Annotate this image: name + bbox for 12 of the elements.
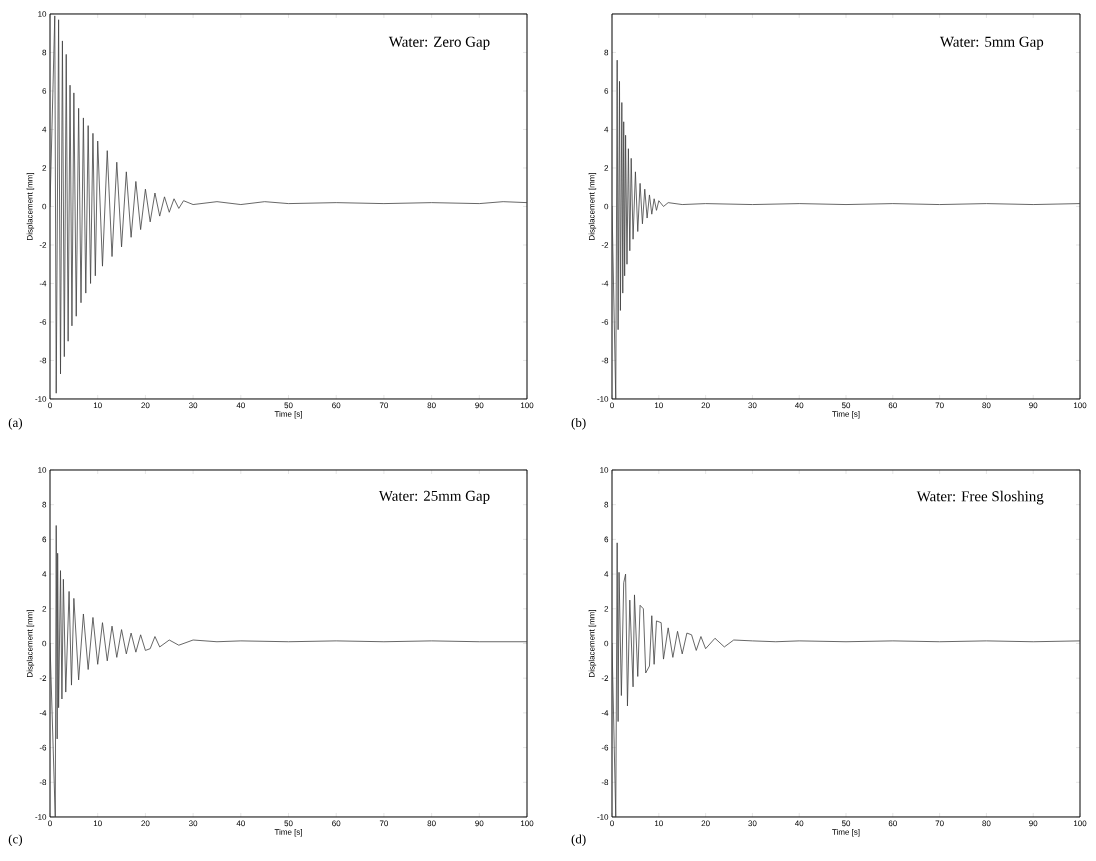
text: (d) — [571, 834, 586, 847]
annotation: Water: 25mm Gap — [378, 490, 490, 504]
text: (b) — [571, 417, 586, 430]
annotation: Water: Free Sloshing — [916, 490, 1044, 505]
line-series — [612, 59, 1081, 399]
text: (a) — [8, 417, 23, 430]
annotation: Water: Zero Gap — [388, 36, 490, 50]
annotation: Water: 5mm Gap — [939, 36, 1044, 50]
line-series — [50, 15, 528, 394]
line-series — [50, 525, 528, 817]
line-series — [612, 542, 1081, 817]
text: (c) — [8, 834, 23, 847]
